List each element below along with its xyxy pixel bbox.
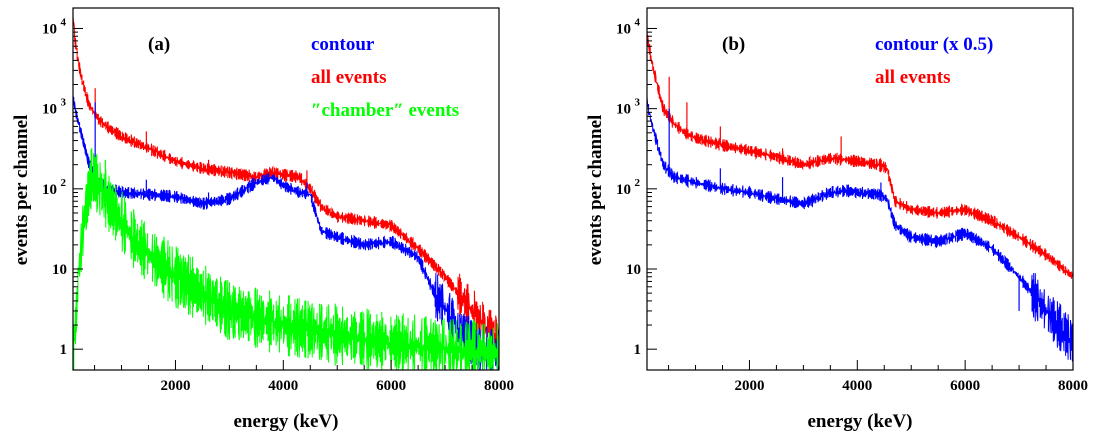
- legend-entry: all events: [311, 67, 386, 88]
- y-tick-label: 10: [52, 262, 67, 278]
- series-1-line: [72, 92, 500, 371]
- x-tick-label: 8000: [1058, 378, 1088, 394]
- series-1-line: [646, 96, 1074, 363]
- panel-b: (b) energy (keV) events per channel 2000…: [585, 7, 1088, 432]
- y-tick-label: 10: [616, 21, 631, 37]
- y-tick-exponent: 4: [61, 16, 67, 28]
- y-tick-label: 1: [634, 342, 642, 358]
- y-tick-label: 10: [616, 102, 631, 118]
- legend-entry: all events: [875, 67, 950, 88]
- y-axis-title-a: events per channel: [11, 115, 32, 266]
- series-0-line: [72, 12, 500, 363]
- panel-label-b: (b): [722, 34, 745, 55]
- x-tick-label: 2000: [734, 378, 764, 394]
- x-tick-label: 6000: [376, 378, 406, 394]
- y-tick-exponent: 4: [635, 16, 641, 28]
- y-tick-label: 10: [42, 102, 57, 118]
- x-axis-title-a: energy (keV): [234, 411, 339, 432]
- x-tick-label: 4000: [842, 378, 872, 394]
- series-2-line: [72, 147, 500, 371]
- x-tick-label: 8000: [484, 378, 514, 394]
- legend-entry: ″chamber″ events: [311, 100, 459, 121]
- x-tick-label: 2000: [160, 378, 190, 394]
- y-tick-label: 1: [60, 342, 68, 358]
- y-tick-exponent: 2: [635, 177, 641, 189]
- legend-entry: contour (x 0.5): [875, 34, 993, 55]
- series-0-line: [646, 30, 1074, 283]
- y-tick-exponent: 3: [635, 97, 641, 109]
- plot-area-b: [646, 30, 1074, 363]
- y-tick-exponent: 3: [61, 97, 67, 109]
- y-tick-exponent: 2: [61, 177, 67, 189]
- x-axis-title-b: energy (keV): [808, 411, 913, 432]
- legend-entry: contour: [311, 34, 375, 55]
- y-axis-title-b: events per channel: [585, 115, 606, 266]
- y-tick-label: 10: [42, 182, 57, 198]
- y-tick-label: 10: [42, 21, 57, 37]
- plot-area-a: [72, 12, 500, 371]
- y-tick-label: 10: [626, 262, 641, 278]
- x-tick-label: 6000: [950, 378, 980, 394]
- x-tick-label: 4000: [268, 378, 298, 394]
- panel-label-a: (a): [148, 34, 170, 55]
- y-tick-label: 10: [616, 182, 631, 198]
- panel-a: (a) energy (keV) events per channel 2000…: [11, 7, 514, 432]
